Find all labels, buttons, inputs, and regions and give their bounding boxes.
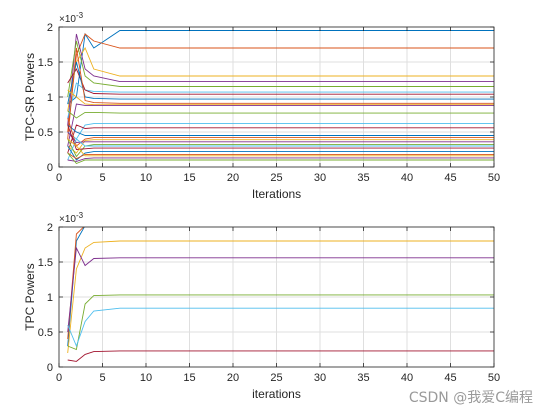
- x-tick-label: 50: [488, 372, 500, 384]
- series-group: [67, 30, 494, 165]
- y-tick-label: 2: [47, 222, 53, 234]
- x-tick-label: 40: [401, 172, 413, 184]
- series-line: [67, 139, 494, 154]
- y-tick-label: 1.5: [38, 257, 53, 269]
- x-tick-label: 35: [357, 372, 369, 384]
- series-line: [67, 124, 494, 150]
- series-line: [67, 138, 494, 158]
- series-line: [67, 307, 494, 348]
- series-line: [67, 47, 494, 140]
- series-line: [67, 350, 494, 362]
- y-axis-label: TPC Powers: [23, 263, 37, 330]
- series-line: [67, 110, 494, 119]
- series-line: [67, 227, 85, 340]
- y-tick-label: 2: [47, 22, 53, 34]
- x-tick-label: 5: [99, 372, 105, 384]
- series-line: [67, 124, 494, 154]
- x-tick-label: 25: [270, 172, 282, 184]
- x-tick-label: 0: [56, 172, 62, 184]
- series-line: [67, 89, 494, 106]
- y-tick-label: 1.5: [38, 57, 53, 69]
- series-line: [67, 68, 494, 95]
- x-tick-label: 20: [227, 372, 239, 384]
- series-line: [67, 30, 494, 105]
- series-line: [67, 40, 494, 98]
- series-group: [67, 227, 494, 362]
- y-exponent-label: ×10-3: [59, 211, 84, 225]
- series-line: [67, 152, 494, 160]
- series-line: [67, 294, 494, 351]
- x-axis-label: Iterations: [252, 187, 301, 201]
- series-line: [67, 240, 494, 354]
- x-tick-label: 5: [99, 172, 105, 184]
- x-tick-label: 10: [140, 172, 152, 184]
- x-tick-label: 10: [140, 372, 152, 384]
- series-line: [67, 124, 494, 136]
- y-tick-label: 0: [47, 162, 53, 174]
- series-line: [67, 123, 494, 140]
- series-line: [67, 246, 494, 333]
- x-tick-label: 15: [183, 172, 195, 184]
- chart-panel-2: 0 5 10 15 20 25 30 35 40 45 50 0 0.5 1 1.5 2 ×10-3 iterat…: [23, 211, 500, 401]
- y-exponent-power: -3: [76, 11, 84, 20]
- y-tick-label: 0: [47, 362, 53, 374]
- x-axis-label: iterations: [252, 387, 301, 401]
- y-tick-label: 1: [47, 292, 53, 304]
- x-tick-label: 50: [488, 172, 500, 184]
- series-line: [67, 82, 494, 119]
- series-line: [67, 61, 494, 105]
- series-line: [67, 138, 494, 157]
- x-tick-label: 45: [444, 372, 456, 384]
- chart-panel-1: 0 5 10 15 20 25 30 35 40 45 50 0 0.5 1 1.5 2 ×10-3 Iterat…: [23, 11, 500, 201]
- y-tick-label: 0.5: [38, 127, 53, 139]
- series-line: [67, 103, 494, 147]
- series-line: [67, 152, 494, 165]
- y-exponent-label: ×10-3: [59, 11, 84, 25]
- x-tick-label: 45: [444, 172, 456, 184]
- x-tick-label: 15: [183, 372, 195, 384]
- x-tick-label: 40: [401, 372, 413, 384]
- y-exponent-power: -3: [76, 211, 84, 220]
- series-line: [67, 138, 494, 161]
- y-axis-label: TPC-SR Powers: [23, 53, 37, 141]
- x-tick-label: 20: [227, 172, 239, 184]
- watermark: CSDN @我爱C编程: [408, 390, 533, 406]
- x-tick-label: 0: [56, 372, 62, 384]
- x-tick-label: 30: [314, 172, 326, 184]
- x-tick-label: 30: [314, 372, 326, 384]
- x-tick-label: 35: [357, 172, 369, 184]
- x-tick-label: 25: [270, 372, 282, 384]
- y-tick-label: 0.5: [38, 327, 53, 339]
- series-line: [67, 131, 494, 143]
- y-tick-label: 1: [47, 92, 53, 104]
